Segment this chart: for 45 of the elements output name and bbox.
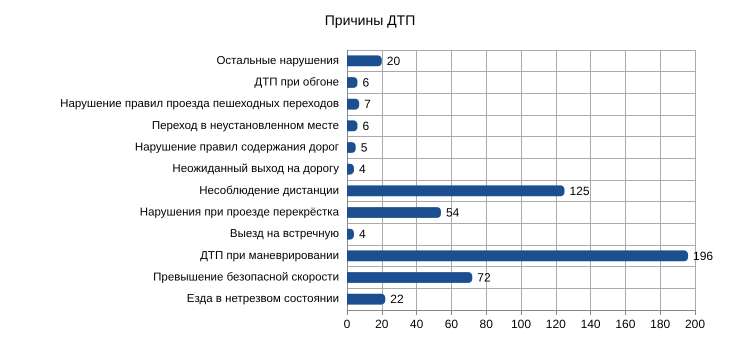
bar: [347, 120, 358, 132]
y-tick-label: Нарушения при проезде перекрёстка: [140, 206, 340, 218]
y-tick-label: Неожиданный выход на дорогу: [172, 163, 340, 176]
y-tick-label: Выезд на встречную: [230, 228, 340, 240]
bar: [347, 250, 688, 262]
x-tick-label: 60: [444, 317, 458, 331]
data-label: 4: [358, 162, 366, 176]
x-tick-label: 40: [410, 317, 424, 331]
y-tick-label: Превышение безопасной скорости: [153, 272, 339, 284]
data-label: 4: [358, 227, 366, 242]
x-tick-label: 140: [580, 317, 601, 331]
bar: [347, 185, 564, 196]
data-label: 196: [693, 248, 714, 263]
y-tick-label: Несоблюдение дистанции: [199, 184, 339, 197]
x-tick-label: 160: [615, 317, 636, 331]
bar: [347, 294, 386, 305]
bar: [347, 55, 382, 66]
data-label: 20: [386, 54, 400, 68]
x-tick-label: 180: [650, 317, 671, 331]
x-tick-label: 120: [546, 317, 566, 331]
x-tick-label: 20: [375, 317, 389, 331]
y-tick-label: Нарушение правил проезда пешеходных переходов: [60, 98, 339, 110]
bar: [347, 98, 360, 110]
bar: [347, 77, 358, 88]
data-label: 6: [362, 118, 370, 133]
data-label: 6: [362, 76, 370, 90]
chart-title: Причины ДТП: [324, 12, 416, 28]
bar: [347, 272, 472, 283]
y-tick-label: Нарушение правил содержания дорог: [134, 142, 339, 154]
y-tick-label: Езда в нетрезвом состоянии: [186, 293, 339, 306]
data-label: 22: [390, 292, 404, 306]
data-label: 72: [477, 270, 491, 284]
data-label: 5: [360, 140, 368, 154]
y-tick-label: ДТП при маневрировании: [200, 250, 339, 262]
y-tick-label: Остальные нарушения: [216, 54, 339, 67]
bar: [347, 207, 441, 218]
data-label: 54: [446, 206, 460, 220]
x-tick-label: 0: [344, 317, 351, 331]
x-tick-label: 200: [684, 317, 706, 331]
x-tick-label: 100: [510, 317, 532, 331]
x-tick-label: 80: [480, 317, 494, 331]
data-label: 125: [570, 184, 590, 198]
y-tick-label: Переход в неустановленном месте: [152, 120, 339, 132]
y-tick-label: ДТП при обгоне: [254, 76, 339, 88]
data-label: 7: [364, 97, 372, 112]
